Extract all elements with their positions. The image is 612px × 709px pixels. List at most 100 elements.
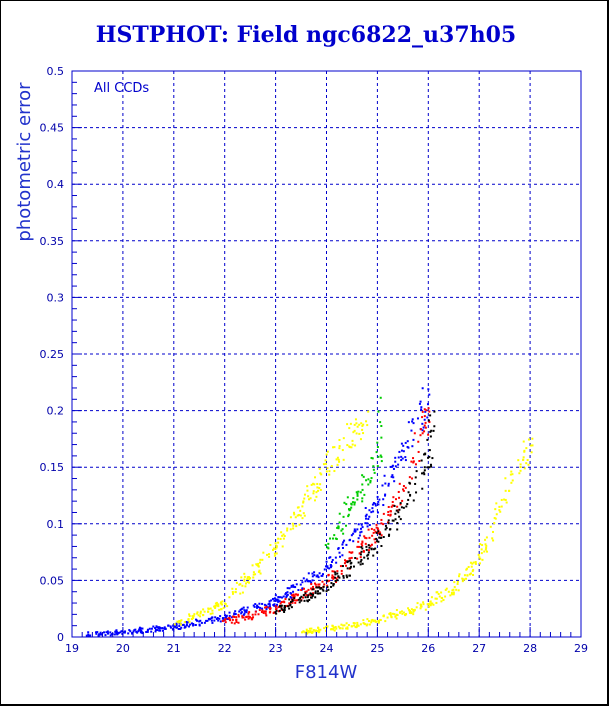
data-point xyxy=(420,459,423,462)
data-point xyxy=(349,567,352,570)
data-point xyxy=(315,586,318,589)
data-point xyxy=(338,521,341,524)
data-point xyxy=(419,603,422,606)
data-point xyxy=(370,547,373,550)
data-point xyxy=(376,551,379,554)
data-point xyxy=(273,554,276,557)
x-tick-label: 22 xyxy=(218,642,232,655)
data-point xyxy=(115,630,118,633)
data-point xyxy=(246,581,249,584)
data-point xyxy=(190,622,193,625)
data-point xyxy=(363,556,366,559)
data-point xyxy=(330,628,333,631)
data-point xyxy=(240,612,243,615)
data-point xyxy=(293,597,296,600)
data-point xyxy=(295,599,298,602)
data-point xyxy=(394,460,397,463)
data-point xyxy=(399,503,402,506)
data-point xyxy=(207,607,210,610)
data-point xyxy=(358,534,361,537)
data-point xyxy=(314,591,317,594)
data-point xyxy=(217,619,220,622)
data-point xyxy=(530,444,533,447)
data-point xyxy=(494,508,497,511)
data-point xyxy=(401,499,404,502)
data-point xyxy=(338,445,341,448)
data-point xyxy=(265,608,268,611)
data-point xyxy=(322,585,325,588)
data-point xyxy=(332,584,335,587)
data-point xyxy=(292,511,295,514)
data-point xyxy=(313,574,316,577)
x-tick-label: 29 xyxy=(574,642,588,655)
data-point xyxy=(402,489,405,492)
data-point xyxy=(218,617,221,620)
data-point xyxy=(283,609,286,612)
data-point xyxy=(379,619,382,622)
data-point xyxy=(361,483,364,486)
data-point xyxy=(417,440,420,443)
data-point xyxy=(429,414,432,417)
data-point xyxy=(274,605,277,608)
data-point xyxy=(332,626,335,629)
data-point xyxy=(311,595,314,598)
data-point xyxy=(407,491,410,494)
data-point xyxy=(340,623,343,626)
data-point xyxy=(311,579,314,582)
data-point xyxy=(352,622,355,625)
data-point xyxy=(297,598,300,601)
data-point xyxy=(378,536,381,539)
data-point xyxy=(469,561,472,564)
data-point xyxy=(412,461,415,464)
data-point xyxy=(199,619,202,622)
data-point xyxy=(395,609,398,612)
data-point xyxy=(415,470,418,473)
data-point xyxy=(317,489,320,492)
data-point xyxy=(190,617,193,620)
data-point xyxy=(241,591,244,594)
data-point xyxy=(241,584,244,587)
data-point xyxy=(234,588,237,591)
data-point xyxy=(290,596,293,599)
data-point xyxy=(314,476,317,479)
data-point xyxy=(198,623,201,626)
data-point xyxy=(344,560,347,563)
data-point xyxy=(391,519,394,522)
data-point xyxy=(257,570,260,573)
data-point xyxy=(299,598,302,601)
data-point xyxy=(326,584,329,587)
data-point xyxy=(391,474,394,477)
data-point xyxy=(316,592,319,595)
data-point xyxy=(340,569,343,572)
data-point xyxy=(364,515,367,518)
data-point xyxy=(510,470,513,473)
data-point xyxy=(371,618,374,621)
data-point xyxy=(247,612,250,615)
data-point xyxy=(275,546,278,549)
data-point xyxy=(376,441,379,444)
data-point xyxy=(302,577,305,580)
data-point xyxy=(349,422,352,425)
data-point xyxy=(359,623,362,626)
data-point xyxy=(356,498,359,501)
data-point xyxy=(270,599,273,602)
data-point xyxy=(428,603,431,606)
data-point xyxy=(400,459,403,462)
data-point xyxy=(382,498,385,501)
data-point xyxy=(285,596,288,599)
data-point xyxy=(326,625,329,628)
data-point xyxy=(257,606,260,609)
data-point xyxy=(364,517,367,520)
data-point xyxy=(315,491,318,494)
data-point xyxy=(324,629,327,632)
data-point xyxy=(394,518,397,521)
data-point xyxy=(358,432,361,435)
data-point xyxy=(333,629,336,632)
data-point xyxy=(105,631,108,634)
data-point xyxy=(145,630,148,633)
data-point xyxy=(341,546,344,549)
data-point xyxy=(177,627,180,630)
data-point xyxy=(292,527,295,530)
data-point xyxy=(124,630,127,633)
data-point xyxy=(110,633,113,636)
